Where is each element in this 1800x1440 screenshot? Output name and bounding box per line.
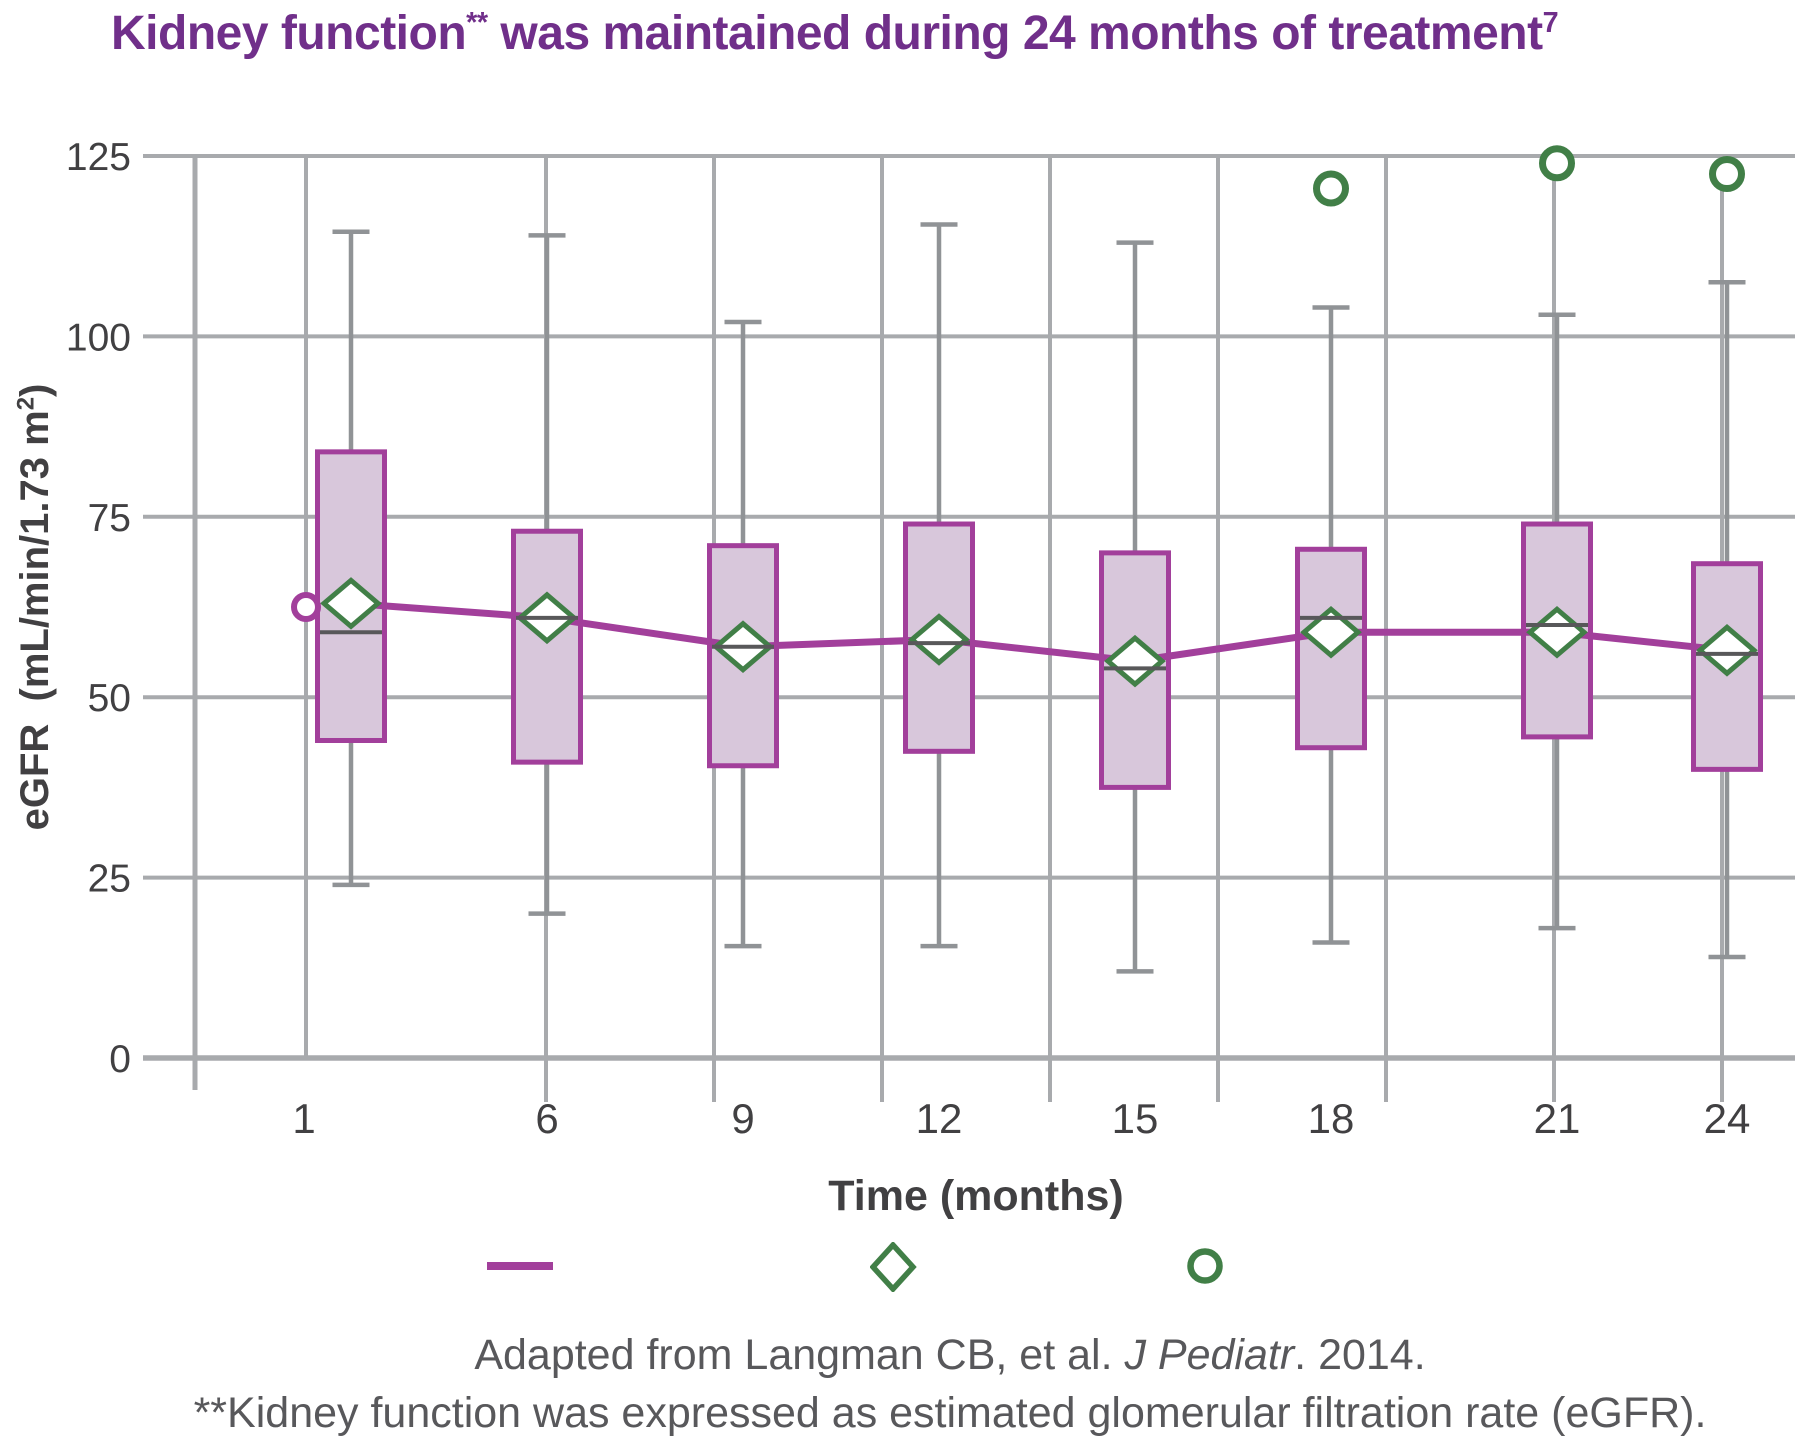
legend-mean-line-swatch xyxy=(487,1262,553,1270)
outlier-circle-month-1 xyxy=(291,592,321,622)
legend-outlier-circle-icon xyxy=(1187,1248,1223,1284)
mean-diamond-month-15 xyxy=(1104,634,1166,688)
legend-mean-diamond-icon xyxy=(870,1242,917,1292)
x-tick-label: 6 xyxy=(535,1095,558,1142)
outlier-circle-month-18 xyxy=(1313,170,1349,207)
outlier-circle-month-24 xyxy=(1709,156,1745,193)
x-tick-label: 9 xyxy=(731,1095,754,1142)
x-tick-label: 12 xyxy=(916,1095,963,1142)
footnotes: Adapted from Langman CB, et al. J Pediat… xyxy=(50,1326,1800,1440)
y-tick-label: 125 xyxy=(66,136,131,179)
x-tick-label: 15 xyxy=(1112,1095,1159,1142)
mean-diamond-month-24 xyxy=(1696,624,1758,677)
mean-diamond-month-18 xyxy=(1300,605,1362,659)
x-axis-title: Time (months) xyxy=(828,1172,1124,1220)
chart-title-footnote-marker: ** xyxy=(466,7,488,39)
citation-text: Adapted from Langman CB, et al. xyxy=(474,1331,1125,1379)
x-tick-label: 21 xyxy=(1534,1095,1581,1142)
mean-diamond-month-1 xyxy=(320,577,382,630)
mean-diamond-month-12 xyxy=(908,613,970,666)
box-month-6 xyxy=(511,528,583,765)
outlier-circle-month-21 xyxy=(1539,145,1575,182)
chart-title: Kidney function** was maintained during … xyxy=(111,6,1559,62)
y-axis-title-superscript: 2 xyxy=(12,396,40,411)
y-axis-title-close: ) xyxy=(13,383,57,397)
chart-title-text-rest: was maintained during 24 months of treat… xyxy=(487,7,1543,60)
citation-journal: J Pediatr xyxy=(1124,1331,1295,1379)
footnote-citation: Adapted from Langman CB, et al. J Pediat… xyxy=(50,1326,1800,1384)
mean-line xyxy=(350,599,1728,665)
citation-year: . 2014. xyxy=(1294,1331,1426,1379)
y-tick-label: 0 xyxy=(109,1038,131,1081)
footnote-definition: **Kidney function was expressed as estim… xyxy=(193,1389,1707,1437)
y-axis-title-text: eGFR (mL/min/1.73 m xyxy=(13,410,57,831)
y-axis-title: eGFR (mL/min/1.73 m2) xyxy=(13,257,63,957)
x-tick-label: 1 xyxy=(292,1095,315,1142)
legend xyxy=(0,1236,1800,1296)
y-tick-label: 50 xyxy=(88,677,131,720)
y-tick-label: 75 xyxy=(88,497,131,540)
x-tick-label: 18 xyxy=(1308,1095,1355,1142)
x-tick-label: 24 xyxy=(1704,1095,1751,1142)
chart-title-reference-superscript: 7 xyxy=(1542,7,1559,39)
y-tick-label: 100 xyxy=(66,316,131,359)
chart-title-text: Kidney function xyxy=(111,7,467,60)
y-tick-label: 25 xyxy=(88,858,131,901)
